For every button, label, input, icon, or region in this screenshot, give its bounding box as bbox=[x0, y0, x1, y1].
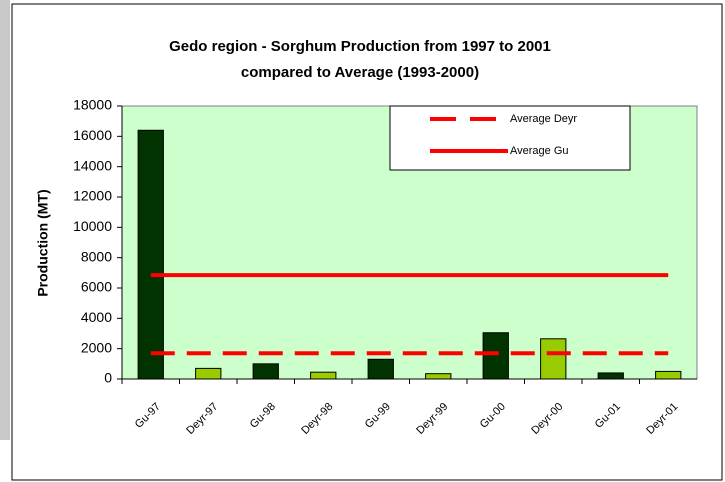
y-tick-label: 0 bbox=[104, 370, 112, 386]
bar bbox=[482, 332, 509, 380]
y-axis-label: Production (MT) bbox=[35, 189, 51, 296]
bar bbox=[252, 363, 279, 380]
y-tick-label: 10000 bbox=[73, 218, 112, 234]
y-tick-label: 2000 bbox=[81, 339, 112, 355]
y-tick-label: 6000 bbox=[81, 279, 112, 295]
y-tick-label: 14000 bbox=[73, 157, 112, 173]
y-tick-label: 12000 bbox=[73, 188, 112, 204]
y-tick-label: 16000 bbox=[73, 127, 112, 143]
bar bbox=[540, 338, 567, 380]
y-tick-label: 4000 bbox=[81, 309, 112, 325]
legend-label: Average Deyr bbox=[510, 113, 577, 125]
bar bbox=[367, 358, 394, 380]
bar bbox=[597, 372, 624, 380]
bar bbox=[310, 371, 337, 380]
legend-label: Average Gu bbox=[510, 145, 569, 157]
y-tick-label: 8000 bbox=[81, 248, 112, 264]
legend-box bbox=[389, 105, 631, 171]
chart-title: Gedo region - Sorghum Production from 19… bbox=[169, 38, 551, 55]
chart-title: compared to Average (1993-2000) bbox=[241, 64, 479, 81]
bar bbox=[195, 367, 222, 380]
side-strip bbox=[0, 0, 10, 440]
bar bbox=[655, 370, 682, 380]
bar bbox=[137, 129, 164, 380]
bar bbox=[425, 373, 452, 380]
y-tick-label: 18000 bbox=[73, 97, 112, 113]
